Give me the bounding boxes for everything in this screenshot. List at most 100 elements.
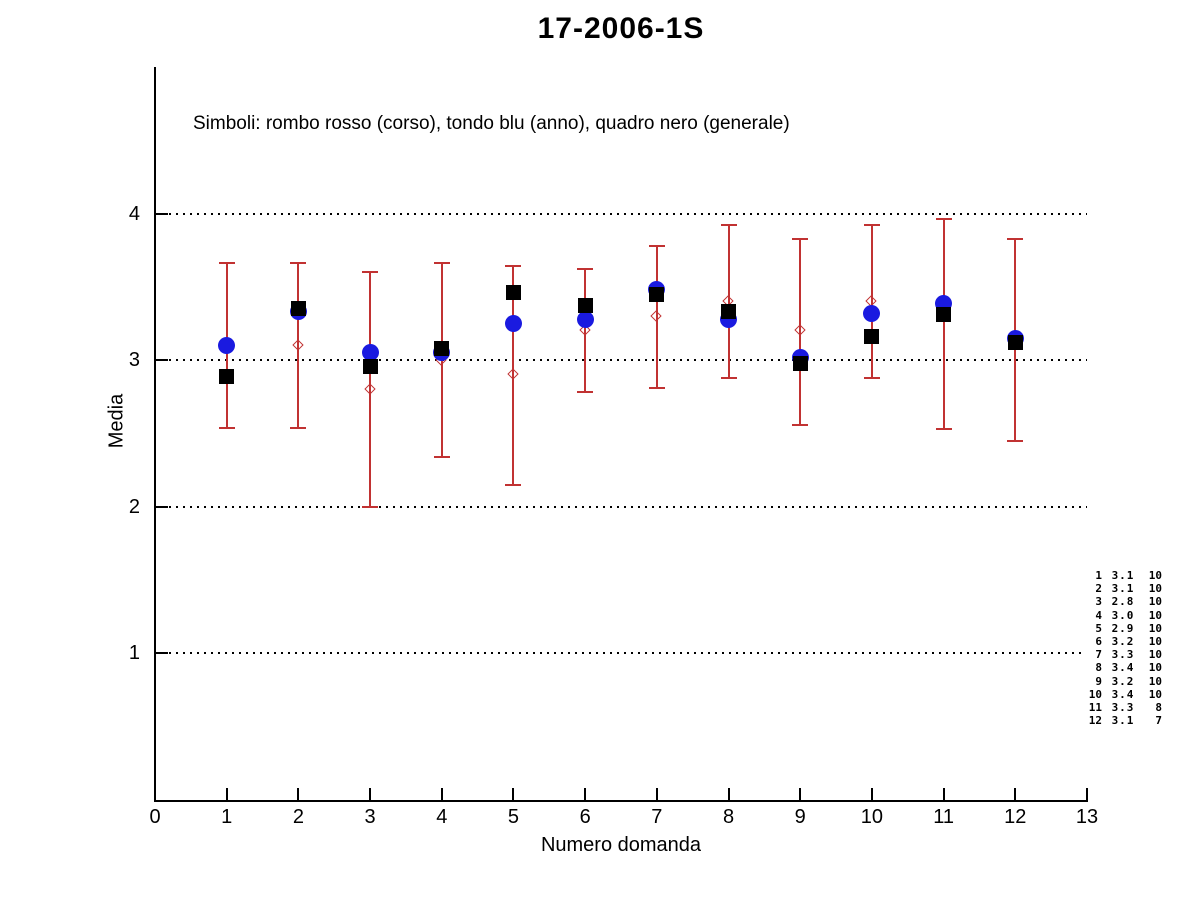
marker-generale-square-icon [1007,335,1023,351]
h-gridline [155,359,1087,362]
x-tick-label: 2 [292,806,304,828]
stats-table-row: 11 3.3 8 [1086,701,1162,714]
x-tick-label: 12 [1004,806,1027,828]
marker-generale-square-icon [577,298,593,314]
stat-mean: 2.8 [1111,595,1135,609]
marker-generale-square-icon [792,355,808,371]
h-gridline [155,505,1087,508]
error-bar-cap-top [1007,237,1024,240]
h-gridline [155,652,1087,655]
x-tick-label: 8 [722,806,735,828]
x-axis-tick [297,788,300,800]
stat-mean: 2.9 [1111,621,1135,635]
marker-corso-diamond-icon [507,368,519,381]
x-tick-label: 10 [860,806,884,828]
x-tick-label: 4 [436,806,448,828]
stat-mean: 3.4 [1111,687,1135,701]
marker-generale-square-icon [505,285,521,301]
y-axis-label: Media [105,393,128,449]
x-axis-tick [655,788,658,800]
x-axis-tick [440,788,443,800]
error-bar-cap-bottom [290,426,307,429]
error-bar-cap-top [863,224,880,227]
error-bar-cap-bottom [362,505,379,508]
y-tick-label: 1 [128,642,140,665]
stats-table-row: 1 3.1 10 [1086,569,1162,582]
error-bar-cap-top [505,265,522,268]
error-bar-line [870,225,873,378]
stats-table-row: 2 3.1 10 [1086,582,1162,595]
error-bar-line [942,219,945,430]
stat-n: 10 [1148,569,1162,583]
stats-table-row: 12 3.1 7 [1086,714,1162,727]
stat-n: 10 [1148,687,1162,701]
marker-generale-square-icon [219,368,235,384]
marker-generale-square-icon [649,286,665,302]
chart-title: 17-2006-1S [537,12,705,45]
stat-mean: 3.2 [1111,674,1135,688]
stat-question-number: 11 [1088,700,1102,714]
error-bar-line [512,266,515,485]
stat-n: 10 [1148,582,1162,596]
error-bar-cap-bottom [792,423,809,426]
stat-n: 7 [1155,714,1162,728]
error-bar-line [655,245,658,389]
stat-n: 10 [1148,595,1162,609]
stat-n: 10 [1148,635,1162,649]
x-axis-tick [369,788,372,800]
x-axis-tick [584,788,587,800]
error-bar-cap-bottom [218,426,235,429]
x-axis-label: Numero domanda [540,834,702,856]
stat-question-number: 10 [1088,687,1102,701]
x-axis-tick [942,788,945,800]
x-tick-label: 3 [364,806,376,828]
stat-n: 8 [1155,700,1162,714]
x-axis-tick [154,788,156,800]
stat-mean: 3.1 [1111,569,1135,583]
error-bar-cap-top [792,237,809,240]
stat-mean: 3.1 [1111,582,1135,596]
y-axis-tick [156,652,168,655]
marker-generale-square-icon [864,329,880,345]
x-axis-tick [799,788,802,800]
error-bar-cap-bottom [1007,439,1024,442]
error-bar-cap-top [648,244,665,247]
stat-n: 10 [1148,661,1162,675]
stat-question-number: 12 [1088,714,1102,728]
stat-question-number: 4 [1095,608,1102,622]
error-bar-cap-bottom [577,391,594,394]
stat-mean: 3.2 [1111,635,1135,649]
stats-table-row: 7 3.3 10 [1086,648,1162,661]
y-tick-label: 2 [128,495,140,518]
error-bar-cap-top [218,262,235,265]
stats-table-row: 9 3.2 10 [1086,675,1162,688]
marker-anno-circle-icon [361,344,379,362]
error-bar-cap-bottom [935,428,952,431]
error-bar-cap-bottom [505,483,522,486]
x-axis-tick [1014,788,1017,800]
stats-table-row: 4 3.0 10 [1086,609,1162,622]
marker-generale-square-icon [290,301,306,317]
marker-generale-square-icon [434,340,450,356]
error-bar-cap-top [720,224,737,227]
stat-question-number: 3 [1095,595,1102,609]
stat-mean: 3.3 [1111,648,1135,662]
error-bar-cap-bottom [720,376,737,379]
marker-generale-square-icon [936,307,952,323]
stat-question-number: 8 [1095,661,1102,675]
x-tick-label: 9 [794,806,806,828]
x-axis-spine [154,800,1088,802]
marker-anno-circle-icon [504,315,522,333]
x-axis-tick [1086,788,1088,800]
stat-question-number: 5 [1095,621,1102,635]
stat-question-number: 1 [1095,569,1102,583]
x-tick-label: 5 [507,806,520,828]
marker-anno-circle-icon [576,310,594,328]
x-tick-label: 6 [579,806,591,828]
error-bar-cap-top [433,262,450,265]
marker-corso-diamond-icon [650,310,663,322]
x-axis-tick [727,788,730,800]
y-tick-label: 3 [128,349,140,372]
error-bar-line [584,269,587,393]
error-bar-cap-bottom [433,455,450,458]
